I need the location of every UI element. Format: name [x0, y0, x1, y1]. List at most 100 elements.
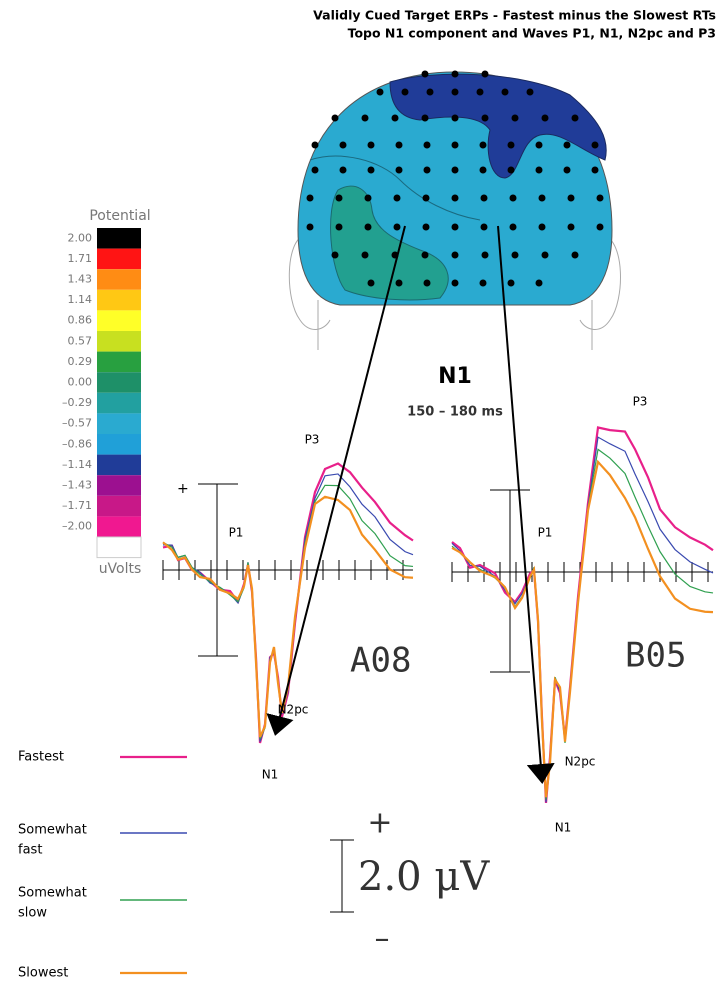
time-window: 150 – 180 ms: [407, 405, 503, 420]
electrode: [392, 115, 399, 122]
peak-label: N1: [262, 768, 279, 782]
scale-swatch: [97, 331, 141, 352]
peak-label: N2pc: [278, 703, 309, 717]
scale-bar: [330, 840, 354, 912]
scale-unit: uVolts: [99, 561, 142, 577]
electrode: [336, 195, 343, 202]
electrode: [336, 224, 343, 231]
scale-tick-label: 1.71: [68, 252, 93, 265]
electrode-label: B05: [625, 636, 686, 676]
electrode: [452, 280, 459, 287]
scale-label: 2.0 μV: [358, 854, 490, 900]
electrode: [452, 167, 459, 174]
scale-tick-label: –0.57: [62, 417, 92, 430]
electrode: [424, 142, 431, 149]
electrode: [362, 115, 369, 122]
electrode: [368, 167, 375, 174]
scale-swatch: [97, 516, 141, 537]
scale-swatch: [97, 475, 141, 496]
electrode: [508, 167, 515, 174]
title-line: Topo N1 component and Waves P1, N1, N2pc…: [348, 26, 716, 41]
electrode: [402, 89, 409, 96]
scale-tick-label: –1.14: [62, 458, 92, 471]
electrode: [452, 71, 459, 78]
electrode: [424, 167, 431, 174]
electrode: [307, 224, 314, 231]
electrode: [482, 115, 489, 122]
electrode-label: A08: [350, 641, 411, 681]
scale-tick-label: 1.14: [68, 293, 93, 306]
electrode: [527, 89, 534, 96]
legend-label: slow: [18, 906, 47, 921]
electrode: [477, 89, 484, 96]
electrode: [502, 89, 509, 96]
electrode: [480, 167, 487, 174]
electrode: [482, 252, 489, 259]
electrode: [592, 167, 599, 174]
electrode: [340, 167, 347, 174]
electrode: [542, 115, 549, 122]
electrode: [452, 252, 459, 259]
electrode: [481, 195, 488, 202]
electrode: [512, 115, 519, 122]
electrode: [564, 142, 571, 149]
electrode: [536, 167, 543, 174]
electrode: [368, 280, 375, 287]
electrode: [423, 195, 430, 202]
electrode: [452, 224, 459, 231]
erp-trace: [452, 449, 713, 799]
title-line: Validly Cued Target ERPs - Fastest minus…: [313, 8, 716, 23]
electrode: [332, 252, 339, 259]
scale-swatch: [97, 496, 141, 517]
electrode: [452, 195, 459, 202]
figure: Validly Cued Target ERPs - Fastest minus…: [0, 0, 720, 982]
electrode: [427, 89, 434, 96]
legend-label: Somewhat: [18, 823, 87, 838]
legend-label: Somewhat: [18, 886, 87, 901]
scale-swatch: [97, 537, 141, 558]
electrode: [564, 167, 571, 174]
electrode: [394, 195, 401, 202]
electrode: [568, 224, 575, 231]
scale-swatch: [97, 413, 141, 434]
electrode: [452, 115, 459, 122]
electrode: [365, 224, 372, 231]
scale-swatch: [97, 310, 141, 331]
electrode: [452, 89, 459, 96]
topomap: [298, 71, 612, 306]
electrode: [422, 115, 429, 122]
scale-swatch: [97, 249, 141, 270]
electrode: [394, 224, 401, 231]
electrode: [597, 195, 604, 202]
electrode: [572, 252, 579, 259]
scale-swatch: [97, 290, 141, 311]
erp-trace: [452, 462, 713, 797]
legend-label: Slowest: [18, 966, 68, 981]
electrode: [508, 142, 515, 149]
electrode: [312, 167, 319, 174]
electrode: [510, 195, 517, 202]
electrode: [422, 252, 429, 259]
electrode: [396, 280, 403, 287]
scale-swatch: [97, 228, 141, 249]
electrode: [396, 142, 403, 149]
electrode: [422, 71, 429, 78]
component-label: N1: [438, 364, 472, 389]
electrode: [332, 115, 339, 122]
electrode: [597, 224, 604, 231]
legend-label: Fastest: [18, 750, 64, 765]
scale-swatch: [97, 455, 141, 476]
scale-tick-label: –0.86: [62, 437, 92, 450]
electrode: [423, 224, 430, 231]
erp-trace: [163, 464, 413, 743]
electrode: [365, 195, 372, 202]
scale-swatch: [97, 352, 141, 373]
peak-label: N2pc: [565, 755, 596, 769]
electrode: [481, 224, 488, 231]
peak-label: P1: [229, 526, 244, 540]
electrode: [536, 280, 543, 287]
arrow: [498, 226, 542, 780]
scale-swatch: [97, 393, 141, 414]
polarity-label: +: [177, 481, 189, 497]
electrode: [572, 115, 579, 122]
